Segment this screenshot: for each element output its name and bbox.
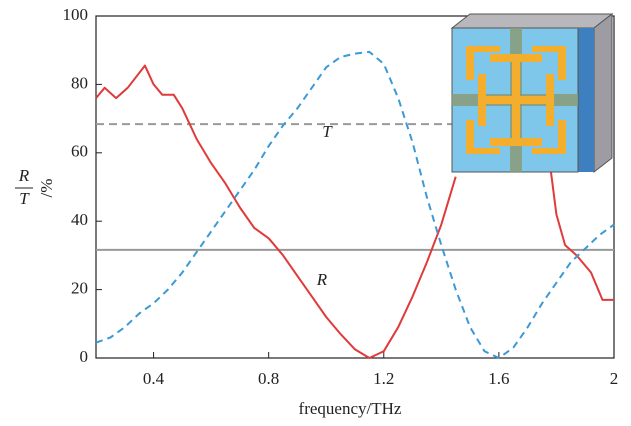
- y-tick-label: 60: [71, 142, 88, 161]
- x-tick-label: 0.4: [143, 369, 165, 388]
- plot-frame: [95, 15, 615, 359]
- y-tick-label: 80: [71, 73, 88, 92]
- data-line: [95, 50, 615, 359]
- x-tick-label: 0.8: [258, 369, 279, 388]
- y-axis-label: R T /%: [15, 166, 56, 208]
- x-tick-label: 2: [610, 369, 619, 388]
- plot-area: 0 20 40 60 80 100 0.4 0.8 1.2 1.6 2: [63, 5, 619, 388]
- y-tick-label: 20: [71, 279, 88, 298]
- y-tick-label: 100: [63, 5, 89, 24]
- x-tick-label: 1.6: [488, 369, 509, 388]
- y-tick-label: 0: [80, 347, 89, 366]
- y-label-denominator: T: [19, 189, 30, 208]
- inset-metasurface: [450, 12, 614, 174]
- y-tick-label: 40: [71, 210, 88, 229]
- x-tick-label: 1.2: [373, 369, 394, 388]
- x-axis-label: frequency/THz: [299, 399, 402, 418]
- series-label: R: [316, 270, 328, 289]
- y-label-numerator: R: [18, 166, 30, 185]
- y-label-unit: /%: [37, 179, 56, 198]
- series-label: T: [322, 122, 333, 141]
